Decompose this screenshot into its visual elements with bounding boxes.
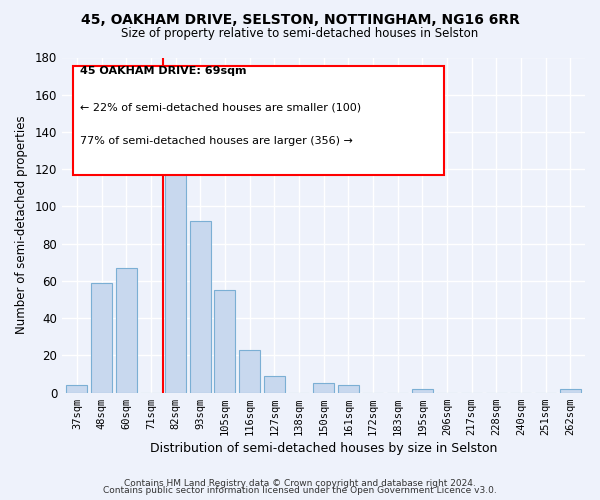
Text: 45 OAKHAM DRIVE: 69sqm: 45 OAKHAM DRIVE: 69sqm bbox=[80, 66, 247, 76]
Bar bbox=[239, 350, 260, 393]
Bar bbox=[264, 376, 285, 392]
Bar bbox=[165, 126, 186, 392]
Text: ← 22% of semi-detached houses are smaller (100): ← 22% of semi-detached houses are smalle… bbox=[80, 103, 362, 113]
Bar bbox=[91, 283, 112, 393]
Text: 45, OAKHAM DRIVE, SELSTON, NOTTINGHAM, NG16 6RR: 45, OAKHAM DRIVE, SELSTON, NOTTINGHAM, N… bbox=[80, 12, 520, 26]
Bar bbox=[190, 222, 211, 392]
Bar bbox=[313, 384, 334, 392]
Bar bbox=[73, 66, 444, 175]
Text: Size of property relative to semi-detached houses in Selston: Size of property relative to semi-detach… bbox=[121, 28, 479, 40]
Bar bbox=[67, 385, 88, 392]
Text: 77% of semi-detached houses are larger (356) →: 77% of semi-detached houses are larger (… bbox=[80, 136, 353, 146]
Y-axis label: Number of semi-detached properties: Number of semi-detached properties bbox=[15, 116, 28, 334]
Text: Contains public sector information licensed under the Open Government Licence v3: Contains public sector information licen… bbox=[103, 486, 497, 495]
X-axis label: Distribution of semi-detached houses by size in Selston: Distribution of semi-detached houses by … bbox=[150, 442, 497, 455]
Text: Contains HM Land Registry data © Crown copyright and database right 2024.: Contains HM Land Registry data © Crown c… bbox=[124, 478, 476, 488]
Bar bbox=[116, 268, 137, 392]
Bar bbox=[412, 389, 433, 392]
Bar bbox=[338, 385, 359, 392]
Bar bbox=[560, 389, 581, 392]
Bar bbox=[214, 290, 235, 392]
